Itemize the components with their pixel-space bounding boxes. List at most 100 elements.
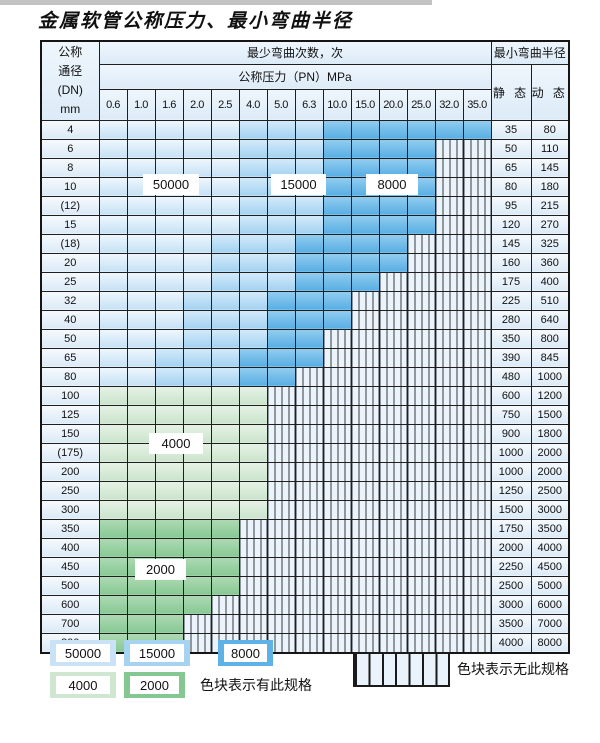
cell-unavailable xyxy=(462,613,492,634)
cell-2000 xyxy=(126,594,156,615)
static-value-cell: 2250 xyxy=(490,556,532,577)
cell-unavailable xyxy=(378,632,408,653)
dn-value-cell: 350 xyxy=(40,518,100,539)
cell-unavailable xyxy=(350,556,380,577)
cell-unavailable xyxy=(322,404,352,425)
cell-8000 xyxy=(322,290,352,311)
zone-label-50000: 50000 xyxy=(143,174,199,195)
cell-15000 xyxy=(210,309,240,330)
dynamic-value-cell: 4000 xyxy=(530,537,570,558)
dynamic-value-cell: 180 xyxy=(530,176,570,197)
cell-8000 xyxy=(322,195,352,216)
cell-unavailable xyxy=(406,385,436,406)
cell-unavailable xyxy=(238,537,268,558)
cell-8000 xyxy=(322,271,352,292)
static-value-cell: 900 xyxy=(490,423,532,444)
static-header: 静 态 xyxy=(490,63,532,121)
static-value-cell: 80 xyxy=(490,176,532,197)
cell-8000 xyxy=(238,366,268,387)
dn-header-line: 通径 xyxy=(58,63,83,78)
legend-swatch-2000: 2000 xyxy=(124,672,185,698)
cell-unavailable xyxy=(462,594,492,615)
legend-swatch-8000: 8000 xyxy=(218,640,273,666)
dn-value-cell: 8 xyxy=(40,157,100,178)
cell-50000 xyxy=(210,138,240,159)
static-value-cell: 2500 xyxy=(490,575,532,596)
pn-header-cell: 6.3 xyxy=(294,88,324,121)
static-value-cell: 600 xyxy=(490,385,532,406)
cell-50000 xyxy=(210,214,240,235)
dynamic-value-cell: 4500 xyxy=(530,556,570,577)
dn-value-cell: 6 xyxy=(40,138,100,159)
pn-header-cell: 32.0 xyxy=(434,88,464,121)
pn-header-cell: 20.0 xyxy=(378,88,408,121)
cell-50000 xyxy=(210,119,240,140)
cell-8000 xyxy=(294,347,324,368)
dn-value-cell: (12) xyxy=(40,195,100,216)
cell-unavailable xyxy=(378,613,408,634)
cell-unavailable xyxy=(378,442,408,463)
cell-unavailable xyxy=(406,480,436,501)
cell-15000 xyxy=(266,233,296,254)
cell-50000 xyxy=(182,252,212,273)
cell-unavailable xyxy=(434,271,464,292)
cell-unavailable xyxy=(378,366,408,387)
cell-unavailable xyxy=(434,423,464,444)
cell-8000 xyxy=(322,233,352,254)
cell-50000 xyxy=(154,214,184,235)
table-row: (12) 95 215 xyxy=(40,195,570,216)
cell-unavailable xyxy=(462,195,492,216)
table-row: (18) 145 325 xyxy=(40,233,570,254)
cell-unavailable xyxy=(406,328,436,349)
cell-2000 xyxy=(210,518,240,539)
cell-8000 xyxy=(350,138,380,159)
cell-8000 xyxy=(294,309,324,330)
cell-unavailable xyxy=(350,480,380,501)
cell-unavailable xyxy=(406,537,436,558)
cell-unavailable xyxy=(350,518,380,539)
cell-unavailable xyxy=(378,556,408,577)
dn-value-cell: 32 xyxy=(40,290,100,311)
legend-swatch-label: 2000 xyxy=(130,676,179,694)
cell-unavailable xyxy=(350,385,380,406)
cell-unavailable xyxy=(266,442,296,463)
cell-50000 xyxy=(126,214,156,235)
cell-2000 xyxy=(98,518,128,539)
cell-unavailable xyxy=(378,575,408,596)
cell-4000 xyxy=(154,385,184,406)
cell-unavailable xyxy=(378,423,408,444)
cell-15000 xyxy=(266,214,296,235)
cell-unavailable xyxy=(462,328,492,349)
dn-value-cell: 200 xyxy=(40,461,100,482)
cell-50000 xyxy=(98,138,128,159)
table-row: 80 480 1000 xyxy=(40,366,570,387)
pn-header-cell: 15.0 xyxy=(350,88,380,121)
cell-unavailable xyxy=(406,366,436,387)
cell-8000 xyxy=(322,214,352,235)
cell-unavailable xyxy=(266,404,296,425)
pn-header-cell: 4.0 xyxy=(238,88,268,121)
cell-8000 xyxy=(350,195,380,216)
cell-unavailable xyxy=(462,252,492,273)
cell-unavailable xyxy=(462,556,492,577)
cell-unavailable xyxy=(462,347,492,368)
cell-50000 xyxy=(126,290,156,311)
cell-4000 xyxy=(210,499,240,520)
static-value-cell: 1500 xyxy=(490,499,532,520)
static-value-cell: 50 xyxy=(490,138,532,159)
dynamic-value-cell: 640 xyxy=(530,309,570,330)
cell-unavailable xyxy=(406,347,436,368)
table-row: 25 175 400 xyxy=(40,271,570,292)
cell-4000 xyxy=(210,385,240,406)
cell-2000 xyxy=(210,556,240,577)
cell-15000 xyxy=(238,252,268,273)
cell-8000 xyxy=(350,233,380,254)
table-row: 450 2250 4500 xyxy=(40,556,570,577)
cell-50000 xyxy=(98,176,128,197)
legend-swatch-50000: 50000 xyxy=(50,640,116,666)
dn-value-cell: 100 xyxy=(40,385,100,406)
static-value-cell: 65 xyxy=(490,157,532,178)
cell-50000 xyxy=(182,195,212,216)
table-row: 100 600 1200 xyxy=(40,385,570,406)
cell-15000 xyxy=(210,328,240,349)
